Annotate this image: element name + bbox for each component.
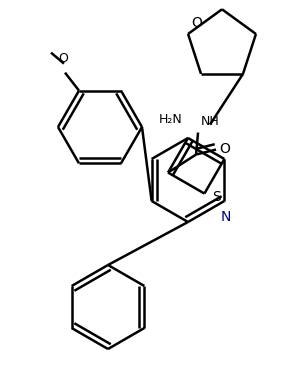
Text: O: O <box>191 16 202 30</box>
Text: O: O <box>219 141 230 156</box>
Text: O: O <box>58 52 68 64</box>
Text: H₂N: H₂N <box>159 113 183 126</box>
Text: N: N <box>220 210 231 224</box>
Text: NH: NH <box>201 114 220 128</box>
Text: S: S <box>212 189 221 204</box>
